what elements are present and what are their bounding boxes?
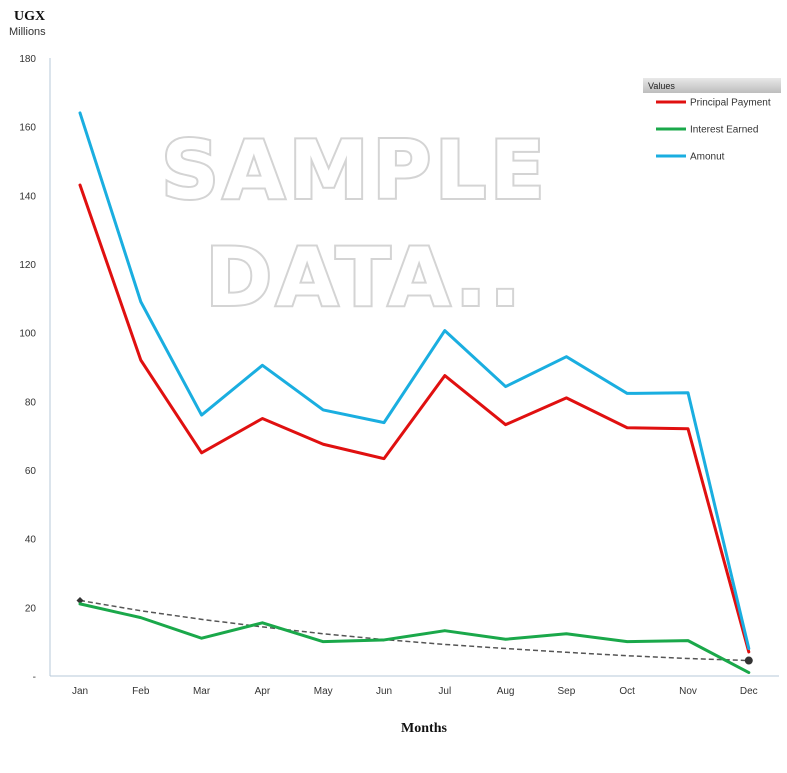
x-tick-label: Jun — [376, 686, 392, 697]
y-tick-label: 80 — [25, 397, 37, 408]
x-tick-label: May — [314, 686, 333, 697]
series-line-interest-earned — [78, 602, 751, 675]
x-tick-label: Mar — [193, 686, 211, 697]
x-axis-ticks: Jan Feb Mar Apr May Jun Jul Aug Sep Oct Nov Dec — [72, 686, 758, 697]
legend-title: Values — [648, 81, 675, 91]
x-tick-label: Sep — [558, 686, 576, 697]
x-tick-label: Nov — [679, 686, 697, 697]
y-tick-label: - — [33, 672, 36, 683]
trendline — [79, 599, 749, 662]
x-tick-label: Aug — [497, 686, 515, 697]
legend-label: Principal Payment — [690, 98, 771, 109]
watermark-line-2: DATA.. — [206, 231, 525, 324]
series-line-principal-payment — [78, 183, 751, 654]
y-tick-label: 140 — [19, 191, 36, 202]
x-tick-label: Apr — [255, 686, 271, 697]
x-tick-label: Oct — [619, 686, 635, 697]
unit-title: UGX — [14, 9, 45, 24]
legend-items: Principal Payment Interest Earned Amonut — [656, 98, 771, 163]
y-tick-label: 20 — [25, 603, 37, 614]
y-tick-label: 40 — [25, 535, 37, 546]
x-tick-label: Jan — [72, 686, 88, 697]
y-tick-label: 180 — [19, 54, 36, 65]
trendline-start-marker — [76, 596, 84, 604]
unit-subtitle: Millions — [9, 26, 46, 38]
legend-label: Interest Earned — [690, 125, 758, 136]
legend: Values Principal Payment Interest Earned A… — [643, 78, 781, 163]
y-tick-label: 120 — [19, 260, 36, 271]
x-axis-title: Months — [401, 721, 447, 736]
y-tick-label: 100 — [19, 329, 36, 340]
y-axis-ticks: - 20 40 60 80 100 120 140 160 180 — [19, 54, 36, 683]
y-tick-label: 160 — [19, 123, 36, 134]
legend-header — [643, 78, 781, 93]
y-tick-label: 60 — [25, 466, 37, 477]
x-tick-label: Jul — [438, 686, 451, 697]
x-tick-label: Feb — [132, 686, 150, 697]
legend-label: Amonut — [690, 152, 725, 163]
watermark: SAMPLE DATA.. — [159, 122, 548, 326]
watermark-line-1: SAMPLE — [161, 124, 548, 217]
series-layer — [76, 111, 753, 675]
x-tick-label: Dec — [740, 686, 758, 697]
series-line-amonut — [78, 111, 751, 651]
trendline-end-marker — [744, 656, 753, 665]
